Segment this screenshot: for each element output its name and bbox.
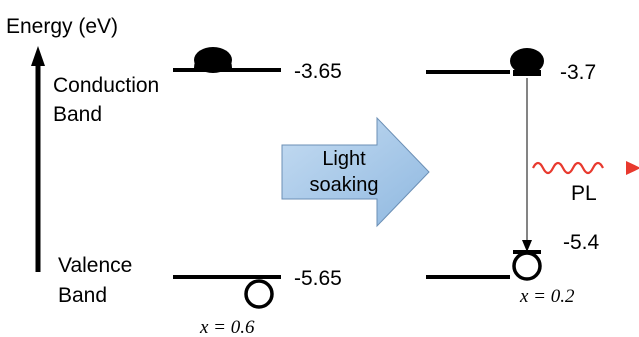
light-soaking-label-line2: soaking	[310, 174, 379, 196]
recombination-arrowhead	[522, 240, 532, 252]
conduction-band-label-line2: Band	[53, 103, 102, 126]
right-hole	[512, 251, 542, 281]
right-conduction-energy: -3.7	[560, 61, 596, 84]
energy-axis-arrowhead	[31, 46, 45, 66]
left-valence-energy: -5.65	[294, 267, 342, 290]
right-electron	[510, 48, 544, 74]
pl-label: PL	[571, 182, 597, 205]
conduction-band-label-line1: Conduction	[53, 74, 159, 97]
energy-axis-label: Energy (eV)	[6, 15, 118, 38]
valence-band-label-line1: Valence	[58, 254, 132, 277]
left-electron-body	[194, 47, 232, 73]
right-composition: x = 0.2	[519, 286, 575, 307]
right-electron-base	[513, 70, 541, 76]
left-composition: x = 0.6	[199, 317, 255, 337]
right-valence-energy: -5.4	[563, 231, 600, 254]
light-soaking-label-line1: Light	[322, 148, 366, 170]
left-hole	[244, 279, 274, 309]
light-soaking-arrow	[281, 116, 430, 228]
valence-band-label-line2: Band	[58, 284, 107, 307]
left-conduction-energy: -3.65	[294, 60, 342, 83]
pl-wave	[532, 161, 604, 175]
pl-arrowhead	[626, 161, 639, 175]
